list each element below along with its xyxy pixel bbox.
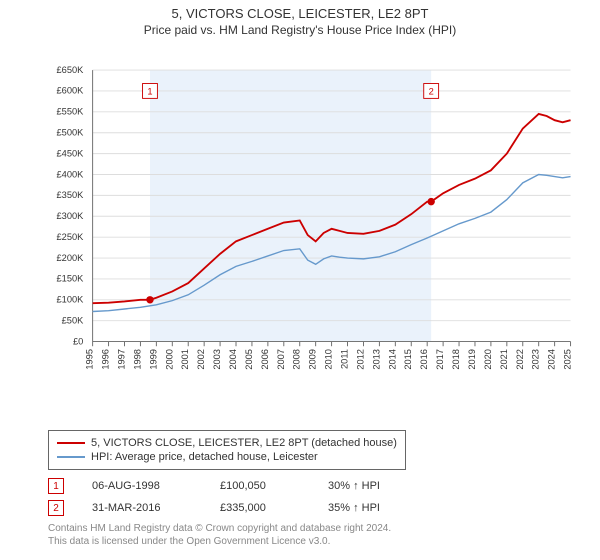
svg-text:£400K: £400K <box>56 169 84 179</box>
transaction-price: £100,050 <box>220 480 300 492</box>
svg-text:£100K: £100K <box>56 295 84 305</box>
svg-text:1995: 1995 <box>85 349 95 370</box>
disclaimer-text: Contains HM Land Registry data © Crown c… <box>48 522 391 548</box>
chart-subtitle: Price paid vs. HM Land Registry's House … <box>0 23 600 37</box>
svg-text:2001: 2001 <box>180 349 190 370</box>
transaction-row: 1 06-AUG-1998 £100,050 30% ↑ HPI <box>48 478 380 494</box>
svg-text:2008: 2008 <box>292 349 302 370</box>
svg-text:£200K: £200K <box>56 253 84 263</box>
svg-text:2006: 2006 <box>260 349 270 370</box>
svg-text:£250K: £250K <box>56 232 84 242</box>
svg-text:2012: 2012 <box>355 349 365 370</box>
transaction-delta: 30% ↑ HPI <box>328 480 380 492</box>
chart-title: 5, VICTORS CLOSE, LEICESTER, LE2 8PT <box>0 6 600 21</box>
legend-swatch <box>57 442 85 444</box>
svg-text:2020: 2020 <box>483 349 493 370</box>
chart-container: 5, VICTORS CLOSE, LEICESTER, LE2 8PT Pri… <box>0 0 600 560</box>
svg-text:2004: 2004 <box>228 349 238 370</box>
svg-text:2010: 2010 <box>324 349 334 370</box>
svg-text:2000: 2000 <box>164 349 174 370</box>
svg-text:£50K: £50K <box>62 315 84 325</box>
transaction-table: 1 06-AUG-1998 £100,050 30% ↑ HPI 2 31-MA… <box>48 478 380 522</box>
svg-text:2007: 2007 <box>276 349 286 370</box>
svg-text:2018: 2018 <box>451 349 461 370</box>
svg-text:£0: £0 <box>73 336 83 346</box>
svg-text:2014: 2014 <box>387 349 397 370</box>
svg-text:2009: 2009 <box>308 349 318 370</box>
svg-text:2016: 2016 <box>419 349 429 370</box>
svg-text:1997: 1997 <box>116 349 126 370</box>
disclaimer-line: This data is licensed under the Open Gov… <box>48 535 391 548</box>
line-chart: £0 £50K £100K £150K £200K £250K £300K £350K £400… <box>48 50 578 410</box>
legend-label: 5, VICTORS CLOSE, LEICESTER, LE2 8PT (de… <box>91 437 397 449</box>
svg-text:£500K: £500K <box>56 128 84 138</box>
svg-text:£600K: £600K <box>56 86 84 96</box>
svg-text:2017: 2017 <box>435 349 445 370</box>
svg-text:2011: 2011 <box>340 349 350 369</box>
transaction-price: £335,000 <box>220 502 300 514</box>
disclaimer-line: Contains HM Land Registry data © Crown c… <box>48 522 391 535</box>
marker-number: 2 <box>48 500 64 516</box>
legend-item: 5, VICTORS CLOSE, LEICESTER, LE2 8PT (de… <box>57 437 397 449</box>
svg-text:2002: 2002 <box>196 349 206 370</box>
transaction-date: 31-MAR-2016 <box>92 502 192 514</box>
svg-text:2015: 2015 <box>403 349 413 370</box>
legend: 5, VICTORS CLOSE, LEICESTER, LE2 8PT (de… <box>48 430 406 470</box>
svg-text:1998: 1998 <box>132 349 142 370</box>
svg-text:£550K: £550K <box>56 107 84 117</box>
svg-text:2013: 2013 <box>371 349 381 370</box>
svg-text:£650K: £650K <box>56 65 84 75</box>
svg-text:1999: 1999 <box>148 349 158 370</box>
svg-text:2005: 2005 <box>244 349 254 370</box>
svg-text:£150K: £150K <box>56 274 84 284</box>
transaction-row: 2 31-MAR-2016 £335,000 35% ↑ HPI <box>48 500 380 516</box>
svg-text:2019: 2019 <box>467 349 477 370</box>
svg-text:2025: 2025 <box>563 349 573 370</box>
transaction-delta: 35% ↑ HPI <box>328 502 380 514</box>
svg-text:1: 1 <box>147 87 152 97</box>
svg-text:2: 2 <box>429 87 434 97</box>
title-block: 5, VICTORS CLOSE, LEICESTER, LE2 8PT Pri… <box>0 0 600 37</box>
svg-text:£300K: £300K <box>56 211 84 221</box>
legend-label: HPI: Average price, detached house, Leic… <box>91 451 318 463</box>
svg-text:£450K: £450K <box>56 148 84 158</box>
svg-text:£350K: £350K <box>56 190 84 200</box>
svg-text:2023: 2023 <box>531 349 541 370</box>
svg-text:2003: 2003 <box>212 349 222 370</box>
transaction-date: 06-AUG-1998 <box>92 480 192 492</box>
svg-text:2022: 2022 <box>515 349 525 370</box>
marker-number: 1 <box>48 478 64 494</box>
legend-item: HPI: Average price, detached house, Leic… <box>57 451 397 463</box>
svg-text:2024: 2024 <box>547 349 557 370</box>
svg-text:2021: 2021 <box>499 349 509 370</box>
legend-swatch <box>57 456 85 458</box>
svg-text:1996: 1996 <box>101 349 111 370</box>
